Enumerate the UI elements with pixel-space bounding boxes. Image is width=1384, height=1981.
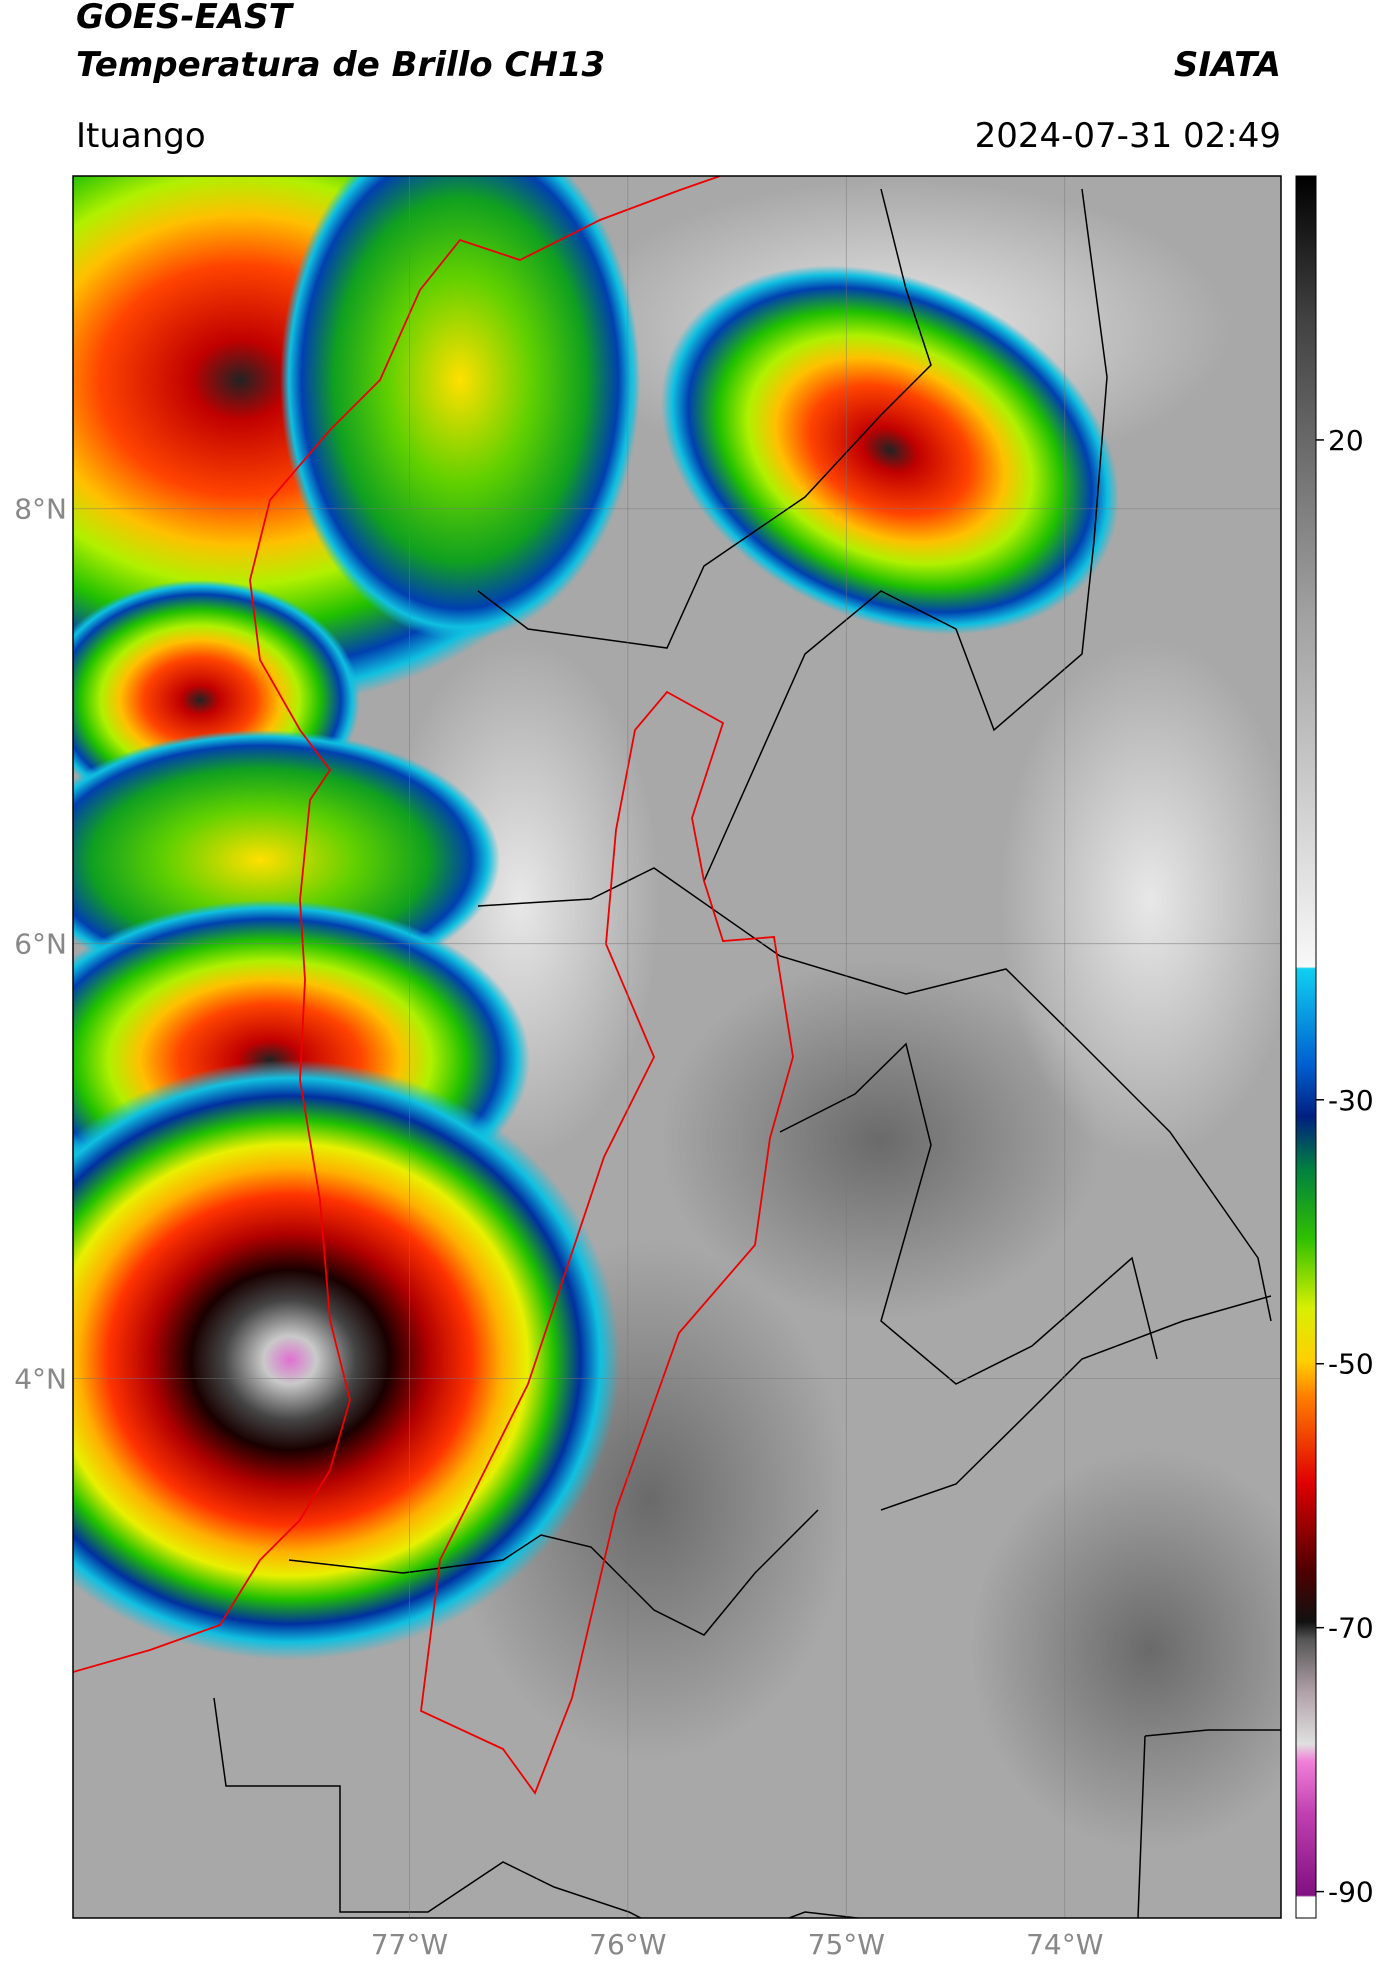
- colorbar-tick-label: -30: [1328, 1084, 1374, 1117]
- borders: [213, 188, 1281, 1918]
- location: Ituango: [76, 116, 206, 156]
- cloud-field: [660, 960, 1100, 1320]
- colorbar-tick-label: -70: [1328, 1612, 1374, 1645]
- colorbar-tick-label: 20: [1328, 424, 1364, 457]
- border: [1137, 1735, 1146, 1918]
- map-frame: [72, 175, 1282, 1919]
- title: GOES-EAST: [76, 0, 295, 37]
- colorbar-tick-label: -90: [1328, 1876, 1374, 1909]
- subtitle: Temperatura de Brillo CH13: [76, 45, 605, 85]
- organization: SIATA: [1174, 45, 1281, 85]
- map: [73, 176, 1281, 1918]
- border: [477, 188, 932, 649]
- border: [288, 1509, 819, 1636]
- coastline: [73, 176, 721, 1673]
- colorbar: [1295, 175, 1317, 1919]
- border: [477, 867, 1272, 1322]
- storm-cell: [280, 176, 640, 640]
- lon-tick-label: 75°W: [808, 1928, 885, 1961]
- colorbar-tick-label: -50: [1328, 1348, 1374, 1381]
- storm-cell: [73, 1060, 620, 1660]
- border: [703, 188, 1108, 882]
- lat-tick-label: 4°N: [14, 1363, 67, 1396]
- basin-outline: [420, 690, 794, 1795]
- border: [779, 1042, 1158, 1385]
- lon-tick-label: 74°W: [1026, 1928, 1103, 1961]
- lon-tick-label: 77°W: [371, 1928, 448, 1961]
- storm-cell: [660, 265, 1120, 635]
- lat-tick-label: 8°N: [14, 493, 67, 526]
- lat-tick-label: 6°N: [14, 928, 67, 961]
- border: [213, 1697, 864, 1918]
- border: [880, 1295, 1272, 1511]
- datetime: 2024-07-31 02:49: [975, 116, 1281, 156]
- lon-tick-label: 76°W: [589, 1928, 666, 1961]
- border: [1144, 1729, 1281, 1737]
- cloud-field: [1000, 640, 1281, 1160]
- cloud-field: [970, 1450, 1281, 1850]
